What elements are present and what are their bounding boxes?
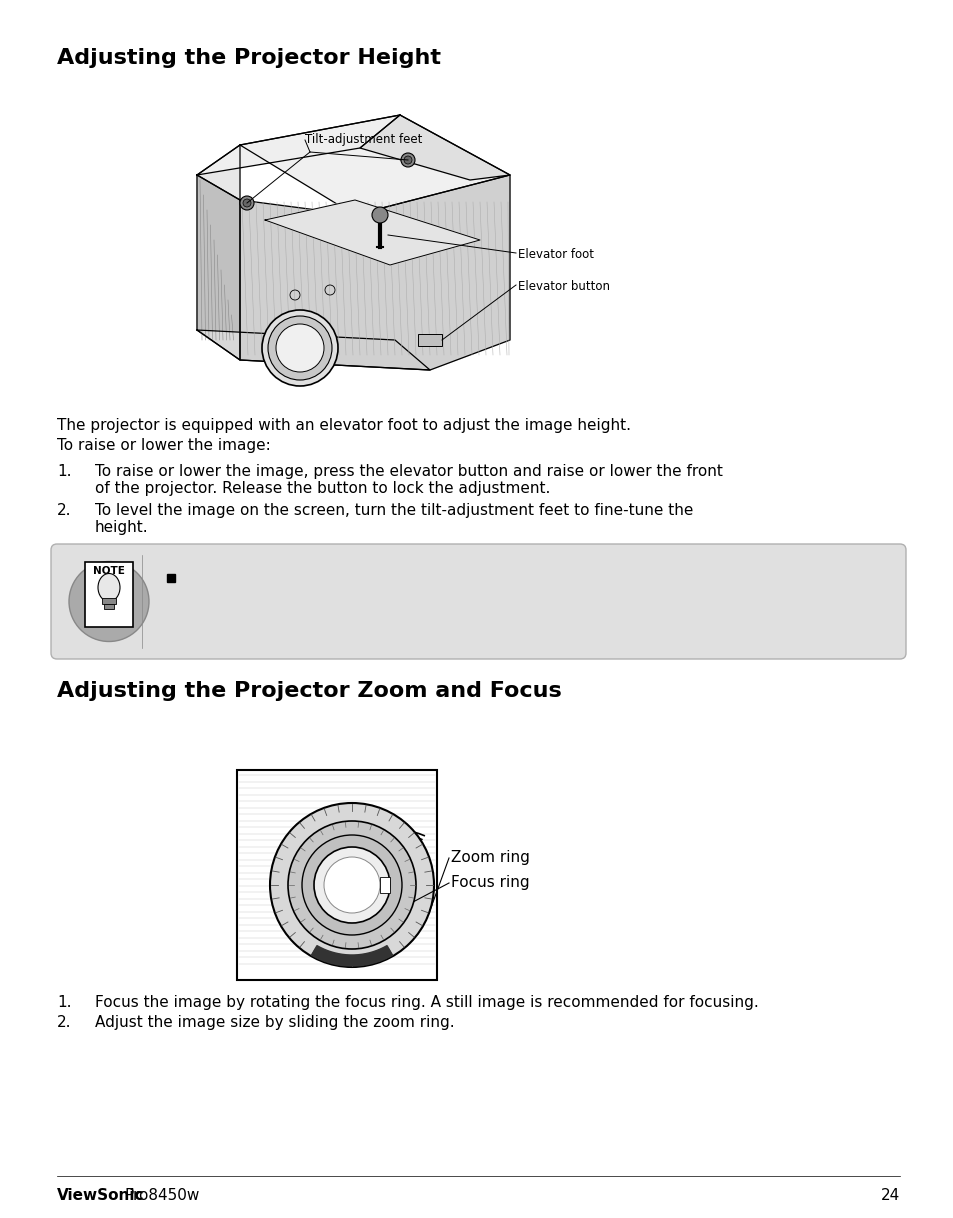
Bar bbox=[102, 598, 116, 603]
Text: 2.: 2. bbox=[57, 503, 71, 518]
Text: NOTE: NOTE bbox=[93, 566, 125, 576]
Polygon shape bbox=[196, 114, 399, 175]
Text: height.: height. bbox=[95, 520, 149, 535]
Bar bbox=[85, 561, 132, 626]
Ellipse shape bbox=[98, 574, 120, 602]
Bar bbox=[417, 334, 441, 346]
Circle shape bbox=[288, 821, 416, 949]
Circle shape bbox=[262, 311, 337, 386]
Text: The projector is equipped with an elevator foot to adjust the image height.: The projector is equipped with an elevat… bbox=[57, 418, 630, 434]
Text: To raise or lower the image, press the elevator button and raise or lower the fr: To raise or lower the image, press the e… bbox=[95, 464, 722, 479]
Bar bbox=[379, 877, 390, 893]
Circle shape bbox=[240, 196, 253, 209]
Text: Focus the image by rotating the focus ring. A still image is recommended for foc: Focus the image by rotating the focus ri… bbox=[95, 995, 758, 1010]
Bar bbox=[167, 574, 174, 582]
Text: Adjusting the Projector Zoom and Focus: Adjusting the Projector Zoom and Focus bbox=[57, 681, 561, 702]
Text: adjustment feet are fully retracted before placing the projector in its carrying: adjustment feet are fully retracted befo… bbox=[185, 590, 699, 603]
Polygon shape bbox=[196, 330, 430, 370]
Bar bbox=[236, 770, 436, 980]
Circle shape bbox=[324, 857, 379, 914]
Polygon shape bbox=[312, 945, 392, 966]
Polygon shape bbox=[240, 175, 510, 370]
Polygon shape bbox=[265, 200, 479, 266]
Text: Elevator foot: Elevator foot bbox=[517, 248, 594, 261]
Polygon shape bbox=[196, 175, 240, 361]
Text: 24: 24 bbox=[880, 1188, 899, 1203]
FancyBboxPatch shape bbox=[51, 544, 905, 659]
Text: of the projector. Release the button to lock the adjustment.: of the projector. Release the button to … bbox=[95, 481, 550, 496]
Polygon shape bbox=[240, 114, 510, 216]
Text: ViewSonic: ViewSonic bbox=[57, 1188, 144, 1203]
Circle shape bbox=[372, 207, 388, 223]
Circle shape bbox=[403, 156, 412, 164]
Text: Adjusting the Projector Height: Adjusting the Projector Height bbox=[57, 48, 440, 68]
Text: To avoid damaging the projector, make sure that the elevator foot and tilt-: To avoid damaging the projector, make su… bbox=[185, 572, 679, 585]
Circle shape bbox=[268, 315, 332, 380]
Text: Elevator button: Elevator button bbox=[517, 280, 609, 294]
Text: Focus ring: Focus ring bbox=[451, 875, 529, 890]
Text: Tilt-adjustment feet: Tilt-adjustment feet bbox=[305, 133, 422, 146]
Text: 1.: 1. bbox=[57, 995, 71, 1010]
Circle shape bbox=[243, 199, 251, 207]
Text: Adjust the image size by sliding the zoom ring.: Adjust the image size by sliding the zoo… bbox=[95, 1015, 455, 1030]
Circle shape bbox=[275, 324, 324, 371]
Circle shape bbox=[314, 847, 390, 923]
Polygon shape bbox=[359, 114, 510, 180]
Text: To level the image on the screen, turn the tilt-adjustment feet to fine-tune the: To level the image on the screen, turn t… bbox=[95, 503, 693, 518]
Text: Pro8450w: Pro8450w bbox=[125, 1188, 200, 1203]
Polygon shape bbox=[196, 145, 240, 200]
Text: Zoom ring: Zoom ring bbox=[451, 850, 529, 865]
Text: 2.: 2. bbox=[57, 1015, 71, 1030]
Circle shape bbox=[270, 803, 434, 967]
Circle shape bbox=[400, 153, 415, 167]
Circle shape bbox=[302, 836, 401, 935]
Bar bbox=[104, 603, 113, 609]
Text: case.: case. bbox=[185, 608, 219, 621]
Text: To raise or lower the image:: To raise or lower the image: bbox=[57, 438, 271, 453]
Circle shape bbox=[69, 561, 149, 642]
Text: 1.: 1. bbox=[57, 464, 71, 479]
